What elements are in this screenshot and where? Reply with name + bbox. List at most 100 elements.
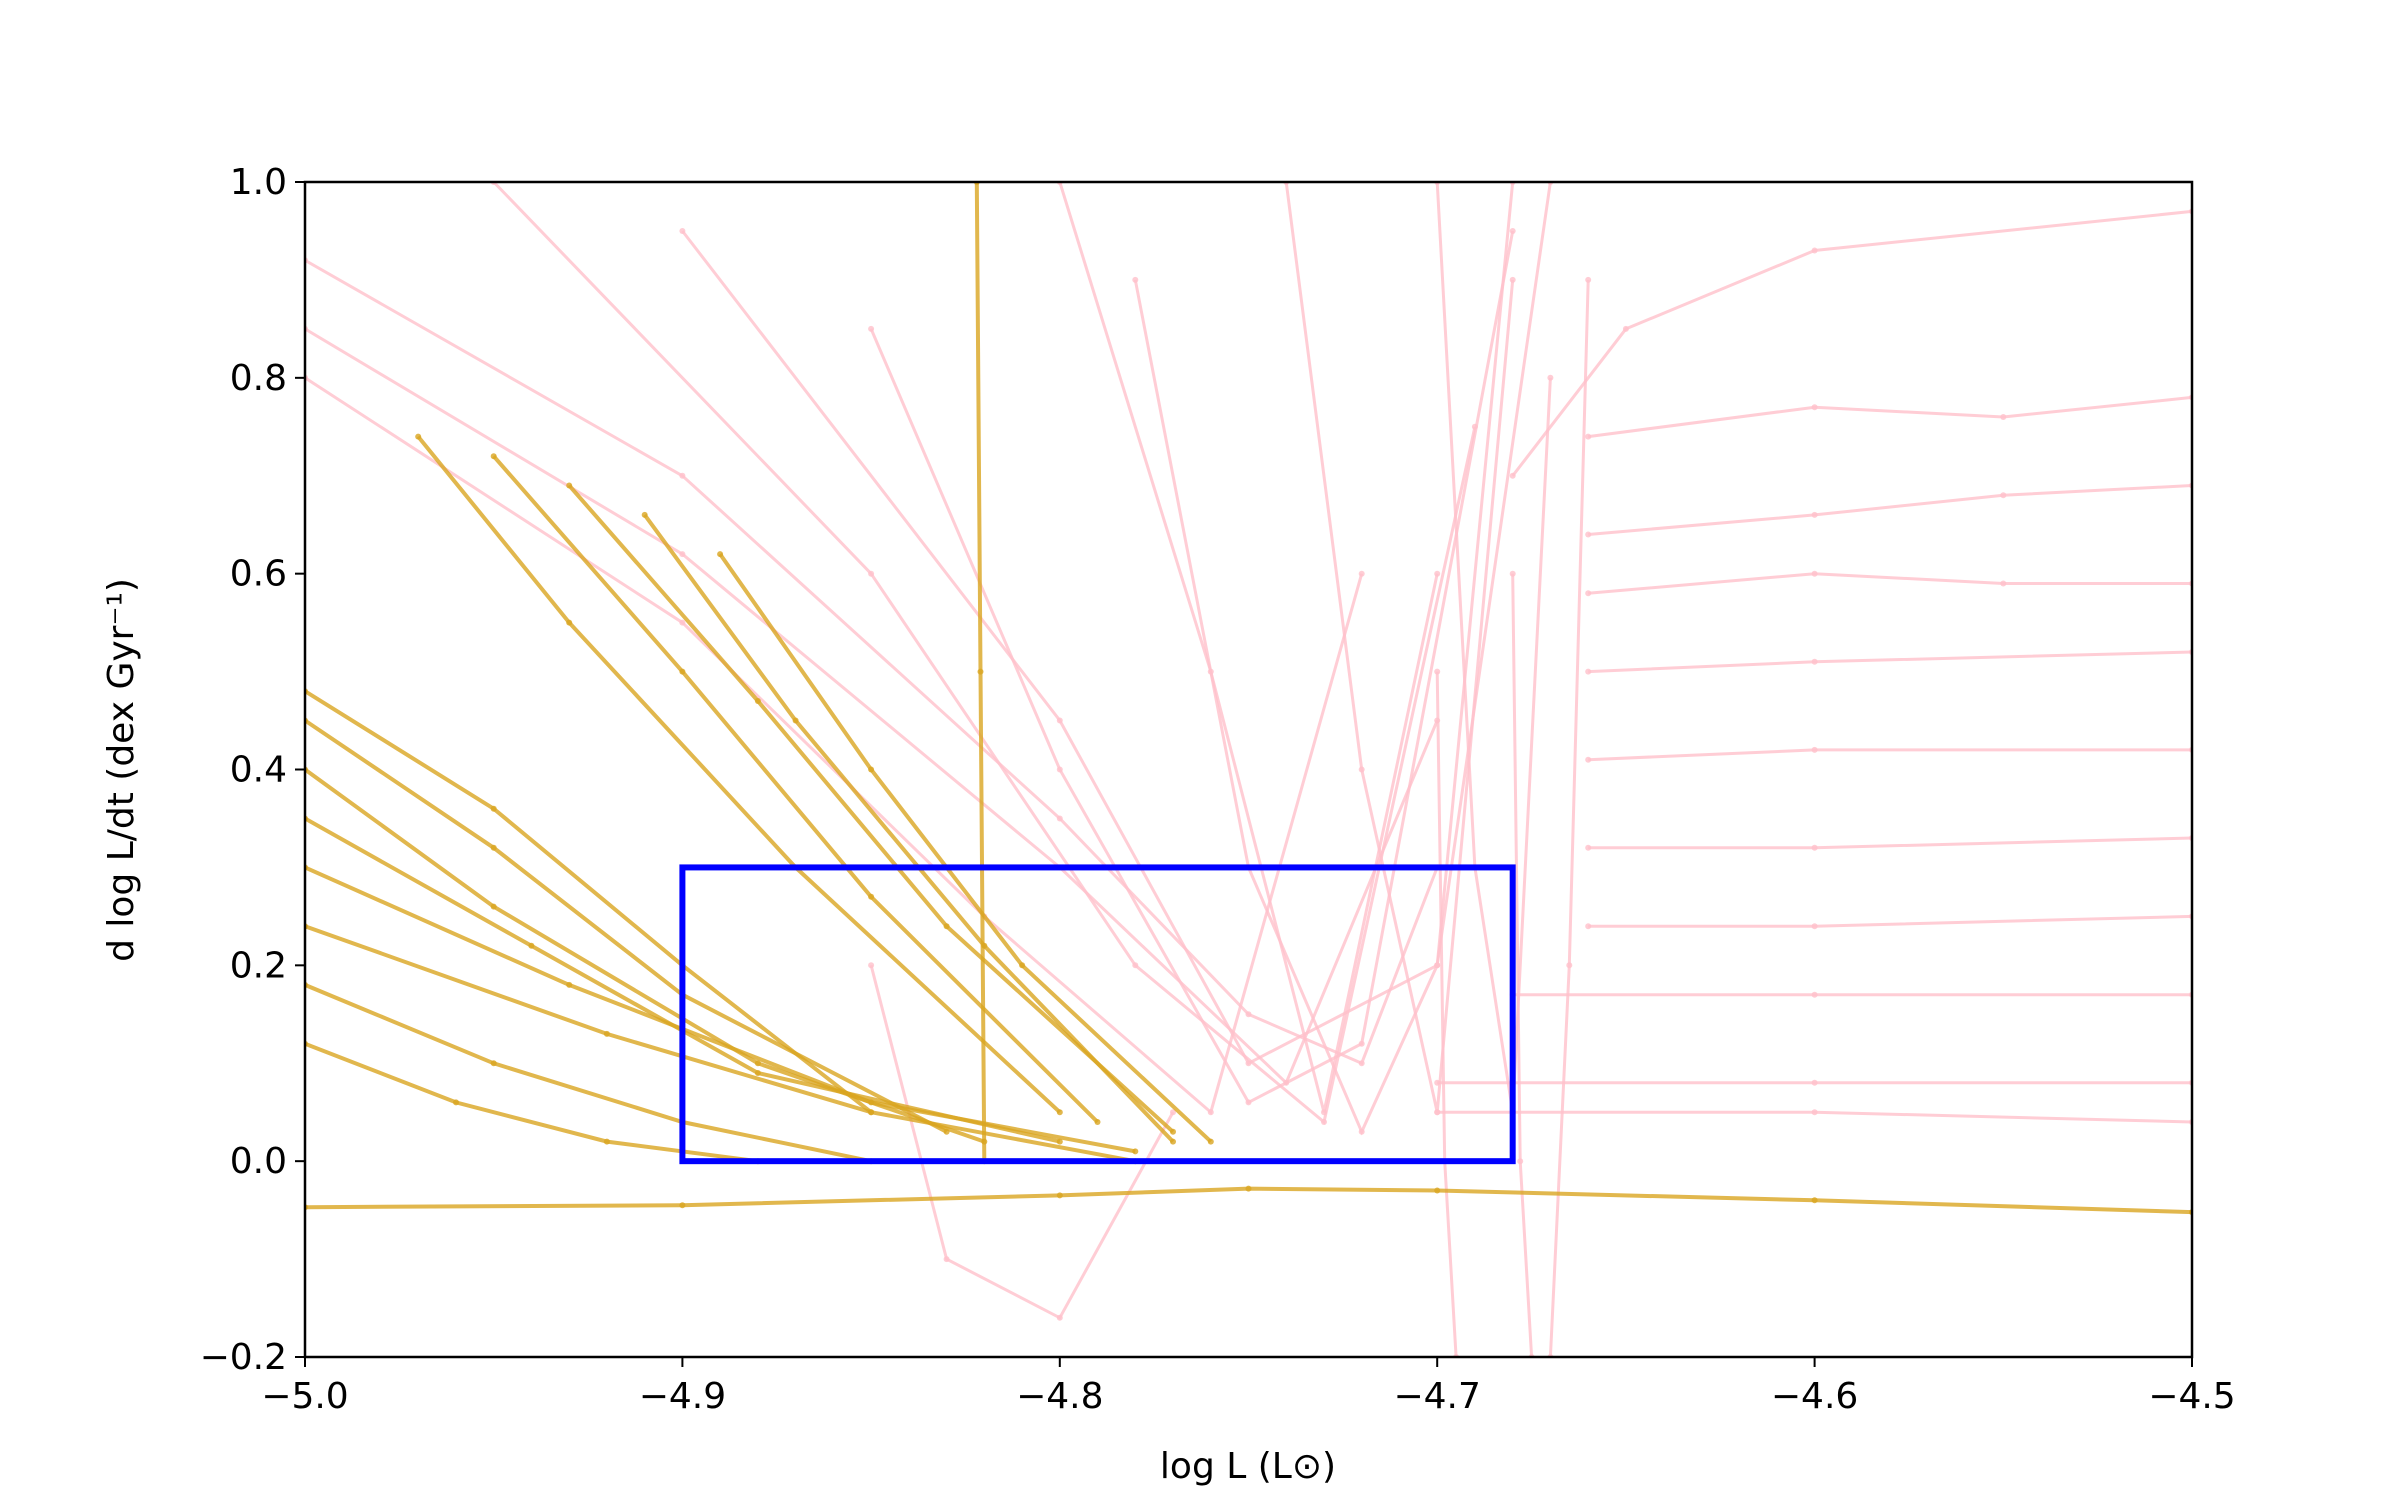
series-a-track-7 [305, 983, 872, 1164]
series-b-point [1517, 1158, 1524, 1165]
series-b-point [1434, 962, 1441, 969]
series-b-point [1811, 746, 1818, 753]
x-tick-label: −4.9 [639, 1376, 726, 1417]
x-tick-label: −4.6 [1771, 1376, 1858, 1417]
series-a-point [528, 942, 535, 949]
highlight-layer [679, 864, 1516, 1165]
series-b-point [1434, 570, 1441, 577]
x-tick-label: −5.0 [261, 1376, 348, 1417]
series-a-point [754, 698, 761, 704]
y-tick-label: 0.2 [230, 945, 287, 986]
series-b-point [1547, 374, 1554, 381]
series-b-point [679, 619, 686, 626]
series-b-point [1434, 668, 1441, 675]
series-a-point [566, 619, 573, 626]
series-a-point [868, 766, 875, 773]
series-a-point [1170, 1128, 1176, 1135]
series-a-point [1245, 1185, 1252, 1192]
series-b-point [2000, 580, 2007, 587]
series-b-point [1132, 276, 1139, 283]
series-a-track-4 [305, 816, 1061, 1144]
series-b-point [1585, 844, 1592, 851]
series-b-point [1358, 1040, 1365, 1047]
series-b-point [1056, 717, 1063, 724]
series-a-point [868, 1099, 875, 1106]
series-a-point [415, 433, 422, 440]
series-a-point [1811, 1197, 1818, 1204]
series-a-track-11 [567, 484, 1175, 1134]
series-b-track-6 [1588, 836, 2192, 850]
series-b-point [1811, 1109, 1818, 1116]
series-b-track-2 [1588, 484, 2192, 536]
series-b-point [868, 962, 875, 969]
series-b-point [1245, 1060, 1252, 1067]
series-a-track-5 [305, 865, 1136, 1154]
y-axis: −0.2 0.0 0.2 0.4 0.6 0.8 1.0 [200, 162, 305, 1378]
series-b-point [679, 228, 686, 234]
series-b-point [1585, 433, 1592, 440]
series-b-point [1811, 658, 1818, 665]
series-a-point [792, 717, 799, 724]
series-a-point [490, 844, 497, 851]
series-b-point [1811, 247, 1818, 254]
series-b-point [1811, 404, 1818, 411]
series-b-point [1358, 570, 1365, 577]
series-b-point [1811, 570, 1818, 577]
x-tick-label: −4.7 [1393, 1376, 1480, 1417]
series-b-track-19 [1284, 182, 1515, 1113]
series-a-point [1132, 1148, 1139, 1155]
series-b-point [679, 551, 686, 558]
series-b-point [1056, 766, 1063, 773]
series-a-point [490, 453, 497, 460]
series-b-point [868, 570, 875, 577]
series-b-point [943, 1256, 950, 1263]
series-a-point [566, 482, 573, 489]
series-a-point [868, 893, 875, 900]
series-b-point [2000, 492, 2007, 499]
series-b-point [1811, 511, 1818, 518]
series-b-track-7 [1588, 914, 2192, 928]
series-b-point [1585, 756, 1592, 763]
series-a-point [453, 1099, 459, 1106]
series-a-point [679, 1202, 686, 1209]
series-a-track-8 [305, 1041, 759, 1164]
series-a-point [679, 668, 686, 675]
series-b-point [1056, 1314, 1063, 1321]
series-b-track-11 [305, 258, 1439, 1066]
series-a-point [1207, 1138, 1214, 1145]
series-b-track-4 [1588, 650, 2192, 674]
series-b-point [1245, 1099, 1252, 1106]
series-b-point [1585, 590, 1592, 597]
y-tick-label: 1.0 [230, 162, 287, 203]
y-tick-label: 0.8 [230, 358, 287, 399]
series-a-point [641, 511, 648, 518]
series-a-point [754, 1060, 761, 1067]
y-tick-label: 0.0 [230, 1141, 287, 1182]
series-a-track-9 [416, 435, 1062, 1114]
series-b-point [679, 472, 686, 479]
series-a-point [1056, 1138, 1063, 1145]
series-a-track-10 [492, 454, 1099, 1124]
series-a-point [717, 551, 724, 558]
highlight-box [679, 864, 1516, 1165]
series-a-point [1056, 1192, 1063, 1199]
series-a-point [1056, 1109, 1063, 1116]
series-a-point [943, 923, 950, 930]
series-b-point [1245, 1011, 1252, 1018]
series-b-point [868, 325, 875, 332]
series-b-point [1585, 923, 1592, 930]
series-b-point [1509, 472, 1516, 479]
y-tick-label: −0.2 [200, 1337, 287, 1378]
series-a-track-6 [305, 924, 1136, 1164]
series-b-track-3 [1588, 572, 2192, 595]
series-b-point [1358, 1060, 1365, 1067]
series-a-point [868, 1109, 875, 1116]
x-tick-label: −4.8 [1016, 1376, 1103, 1417]
series-a-point [603, 1138, 610, 1145]
x-axis: −5.0 −4.9 −4.8 −4.7 −4.6 −4.5 [261, 1357, 2236, 1417]
series-a-point [754, 1070, 761, 1076]
series-b-point [1585, 276, 1592, 283]
series-b-point [1321, 1119, 1327, 1125]
series-b-point [1811, 923, 1818, 930]
